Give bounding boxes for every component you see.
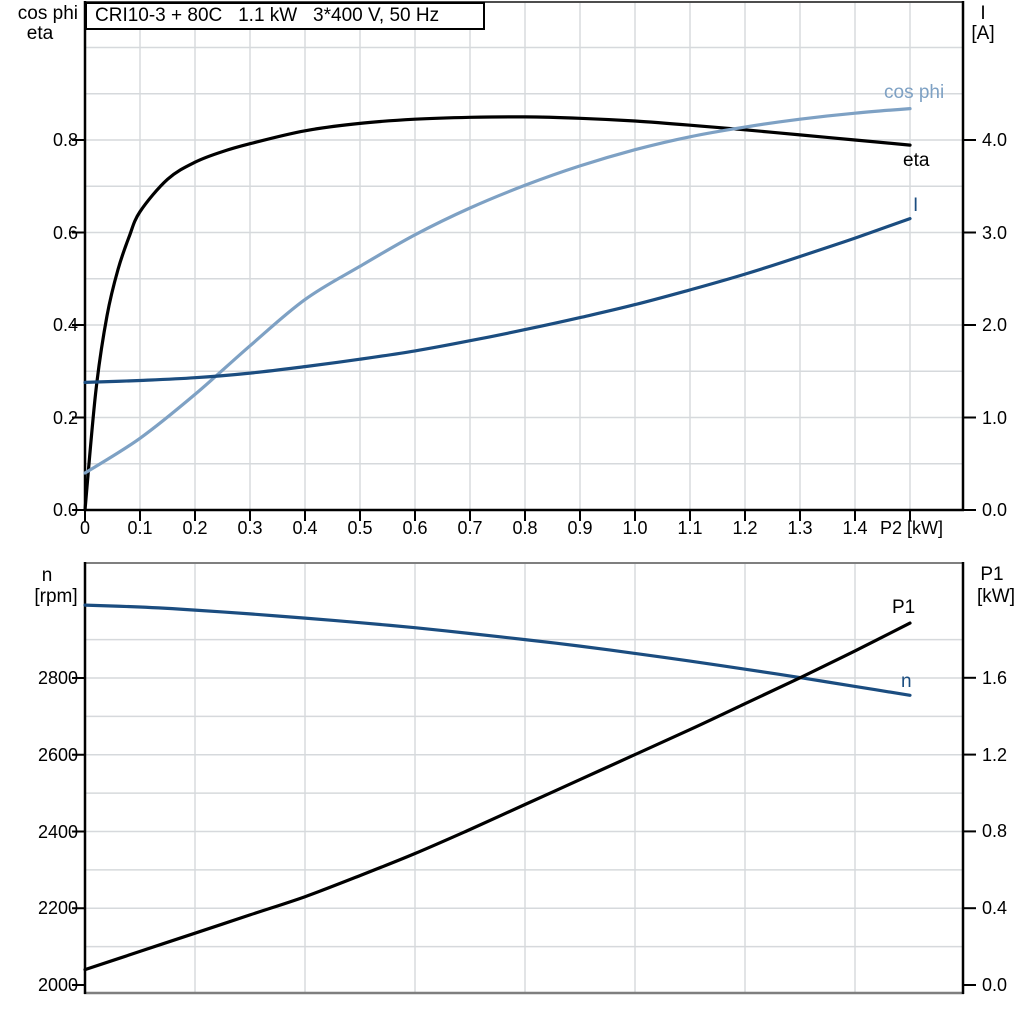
curve-n	[83, 603, 912, 697]
top-left-axis-title-eta: eta	[26, 23, 54, 44]
top-x-tick-label: 0.5	[347, 518, 373, 538]
top-x-tick-label: 1.2	[732, 518, 758, 538]
curve-label-cos-phi: cos phi	[884, 82, 945, 103]
bottom-left-axis-title-speed: n	[41, 565, 53, 586]
top-x-tick-label: 0	[79, 518, 90, 538]
top-x-tick-label: 1.0	[622, 518, 648, 538]
top-x-tick-label: 0.8	[512, 518, 538, 538]
curve-label-p1: P1	[892, 597, 916, 618]
top-right-tick-label: 2.0	[982, 315, 1008, 335]
top-x-tick-label: 1.4	[842, 518, 868, 538]
x-axis-label-p2: P2 [kW]	[880, 518, 944, 538]
top-left-tick-label: 0.2	[52, 407, 78, 428]
top-left-tick-label: 0.6	[52, 222, 78, 243]
top-right-tick-label: 1.0	[982, 407, 1008, 428]
bottom-left-axis-title-rpm-unit: [rpm]	[34, 586, 78, 607]
bottom-right-axis-title-p1: P1	[980, 564, 1004, 585]
curve-label-eta: eta	[903, 150, 930, 171]
bottom-right-tick-label: 0.8	[982, 821, 1008, 842]
top-x-tick-label: 0.6	[402, 518, 428, 538]
top-right-axis-title-current: I	[980, 3, 986, 24]
top-left-tick-label: 0.0	[52, 500, 78, 520]
top-x-tick-label: 0.2	[182, 518, 208, 538]
top-x-tick-label: 0.9	[567, 518, 593, 538]
top-x-tick-label: 0.7	[457, 518, 483, 538]
curve-I	[83, 217, 912, 384]
top-chart-canvas	[72, 1, 976, 521]
top-x-tick-label: 0.4	[292, 518, 318, 538]
top-right-tick-label: 4.0	[982, 130, 1008, 150]
bottom-left-tick-label: 2400	[37, 821, 78, 842]
curve-label-current: I	[913, 195, 919, 216]
top-x-tick-label: 1.1	[677, 518, 703, 538]
curve-label-n: n	[901, 671, 912, 692]
curve-cos-phi	[83, 107, 912, 475]
chart-title-box: CRI10-3 + 80C 1.1 kW 3*400 V, 50 Hz	[85, 2, 485, 30]
bottom-right-axis-title-kw-unit: [kW]	[977, 586, 1015, 607]
curve-eta	[83, 115, 912, 512]
bottom-right-tick-label: 0.4	[982, 898, 1008, 919]
bottom-right-tick-label: 0.0	[982, 975, 1008, 995]
top-left-axis-title-cos-phi: cos phi	[17, 3, 78, 24]
bottom-left-tick-label: 2800	[37, 668, 78, 688]
bottom-left-tick-label: 2000	[37, 975, 78, 995]
top-left-tick-label: 0.8	[52, 130, 78, 150]
bottom-right-tick-label: 1.6	[982, 667, 1008, 688]
top-x-tick-label: 0.1	[127, 518, 153, 538]
curve-P1	[83, 621, 912, 972]
top-left-tick-label: 0.4	[52, 315, 78, 335]
bottom-left-tick-label: 2600	[37, 744, 78, 765]
top-right-axis-title-ampere-unit: [A]	[971, 23, 995, 44]
chart-title: CRI10-3 + 80C 1.1 kW 3*400 V, 50 Hz	[95, 5, 440, 26]
top-right-tick-label: 0.0	[982, 500, 1008, 520]
top-x-tick-label: 0.3	[237, 518, 263, 538]
top-x-tick-label: 1.3	[787, 518, 813, 538]
top-right-tick-label: 3.0	[982, 222, 1008, 243]
bottom-right-tick-label: 1.2	[982, 744, 1008, 765]
bottom-left-tick-label: 2200	[37, 898, 78, 919]
